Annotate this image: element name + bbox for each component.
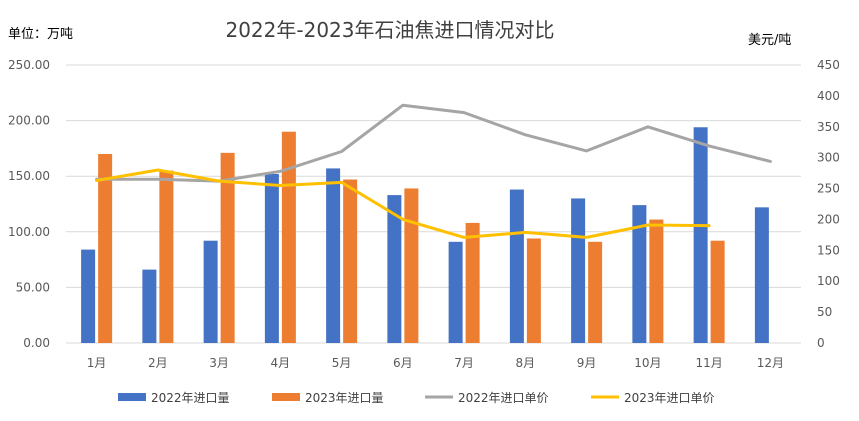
bar-2022 xyxy=(693,127,708,343)
legend-swatch xyxy=(272,393,300,401)
legend-label: 2023年进口量 xyxy=(305,391,384,405)
x-tick-label: 4月 xyxy=(271,356,291,370)
legend-label: 2023年进口单价 xyxy=(624,391,715,405)
x-tick-label: 7月 xyxy=(454,356,474,370)
bar-2022 xyxy=(754,207,769,343)
right-tick-label: 350 xyxy=(817,120,840,134)
bar-2022 xyxy=(509,189,524,343)
bar-2022 xyxy=(142,269,157,343)
right-tick-label: 200 xyxy=(817,212,840,226)
line-series xyxy=(95,103,772,239)
left-tick-label: 100.00 xyxy=(8,225,50,239)
x-tick-label: 6月 xyxy=(393,356,413,370)
legend: 2022年进口量 2023年进口量 2022年进口单价 2023年进口单价 xyxy=(118,391,715,405)
left-tick-label: 0.00 xyxy=(23,336,50,350)
bar-2023 xyxy=(281,131,296,343)
legend-label: 2022年进口单价 xyxy=(458,391,549,405)
x-tick-label: 10月 xyxy=(634,356,661,370)
right-tick-label: 50 xyxy=(817,305,832,319)
bar-2023 xyxy=(159,170,174,343)
right-axis-ticks: 0 50 100 150 200 250 300 350 400 450 xyxy=(817,58,840,350)
bar-2023 xyxy=(526,238,541,343)
x-tick-label: 8月 xyxy=(516,356,536,370)
left-axis-unit: 单位：万吨 xyxy=(8,27,73,42)
right-tick-label: 250 xyxy=(817,182,840,196)
bar-2022 xyxy=(81,249,96,343)
bar-2022 xyxy=(387,195,402,343)
bar-2023 xyxy=(220,152,235,343)
bar-2022 xyxy=(203,240,218,343)
line-2022-price xyxy=(95,103,772,183)
bar-2022 xyxy=(448,241,463,343)
x-tick-label: 2月 xyxy=(148,356,168,370)
bar-2023 xyxy=(465,222,480,343)
x-axis-labels: 1月 2月 3月 4月 5月 6月 7月 8月 9月 10月 11月 12月 xyxy=(87,356,784,370)
right-tick-label: 450 xyxy=(817,58,840,72)
legend-swatch xyxy=(118,393,146,401)
gridlines xyxy=(66,64,801,344)
bar-2022 xyxy=(264,173,279,343)
bar-2023 xyxy=(404,188,419,343)
left-tick-label: 250.00 xyxy=(8,58,50,72)
x-tick-label: 12月 xyxy=(757,356,784,370)
line-2023-price xyxy=(95,168,711,239)
left-tick-label: 150.00 xyxy=(8,169,50,183)
bar-2023 xyxy=(98,153,113,343)
bar-2023 xyxy=(649,219,664,343)
left-axis-ticks: 0.00 50.00 100.00 150.00 200.00 250.00 xyxy=(8,58,50,350)
bar-2023 xyxy=(343,179,358,343)
left-tick-label: 50.00 xyxy=(16,280,50,294)
right-tick-label: 150 xyxy=(817,243,840,257)
right-tick-label: 100 xyxy=(817,274,840,288)
legend-label: 2022年进口量 xyxy=(151,391,230,405)
right-tick-label: 0 xyxy=(817,336,825,350)
bar-2022 xyxy=(571,198,586,343)
x-tick-label: 3月 xyxy=(209,356,229,370)
x-tick-label: 9月 xyxy=(577,356,597,370)
x-tick-label: 5月 xyxy=(332,356,352,370)
x-tick-label: 11月 xyxy=(695,356,722,370)
bar-2022 xyxy=(632,205,647,343)
bar-2022 xyxy=(326,168,341,343)
bar-2023 xyxy=(588,241,603,343)
right-tick-label: 400 xyxy=(817,89,840,103)
right-axis-unit: 美元/吨 xyxy=(748,33,791,48)
right-tick-label: 300 xyxy=(817,151,840,165)
chart-title: 2022年-2023年石油焦进口情况对比 xyxy=(225,18,554,42)
x-tick-label: 1月 xyxy=(87,356,107,370)
bar-2023 xyxy=(710,240,725,343)
bar-series xyxy=(81,127,769,343)
left-tick-label: 200.00 xyxy=(8,114,50,128)
